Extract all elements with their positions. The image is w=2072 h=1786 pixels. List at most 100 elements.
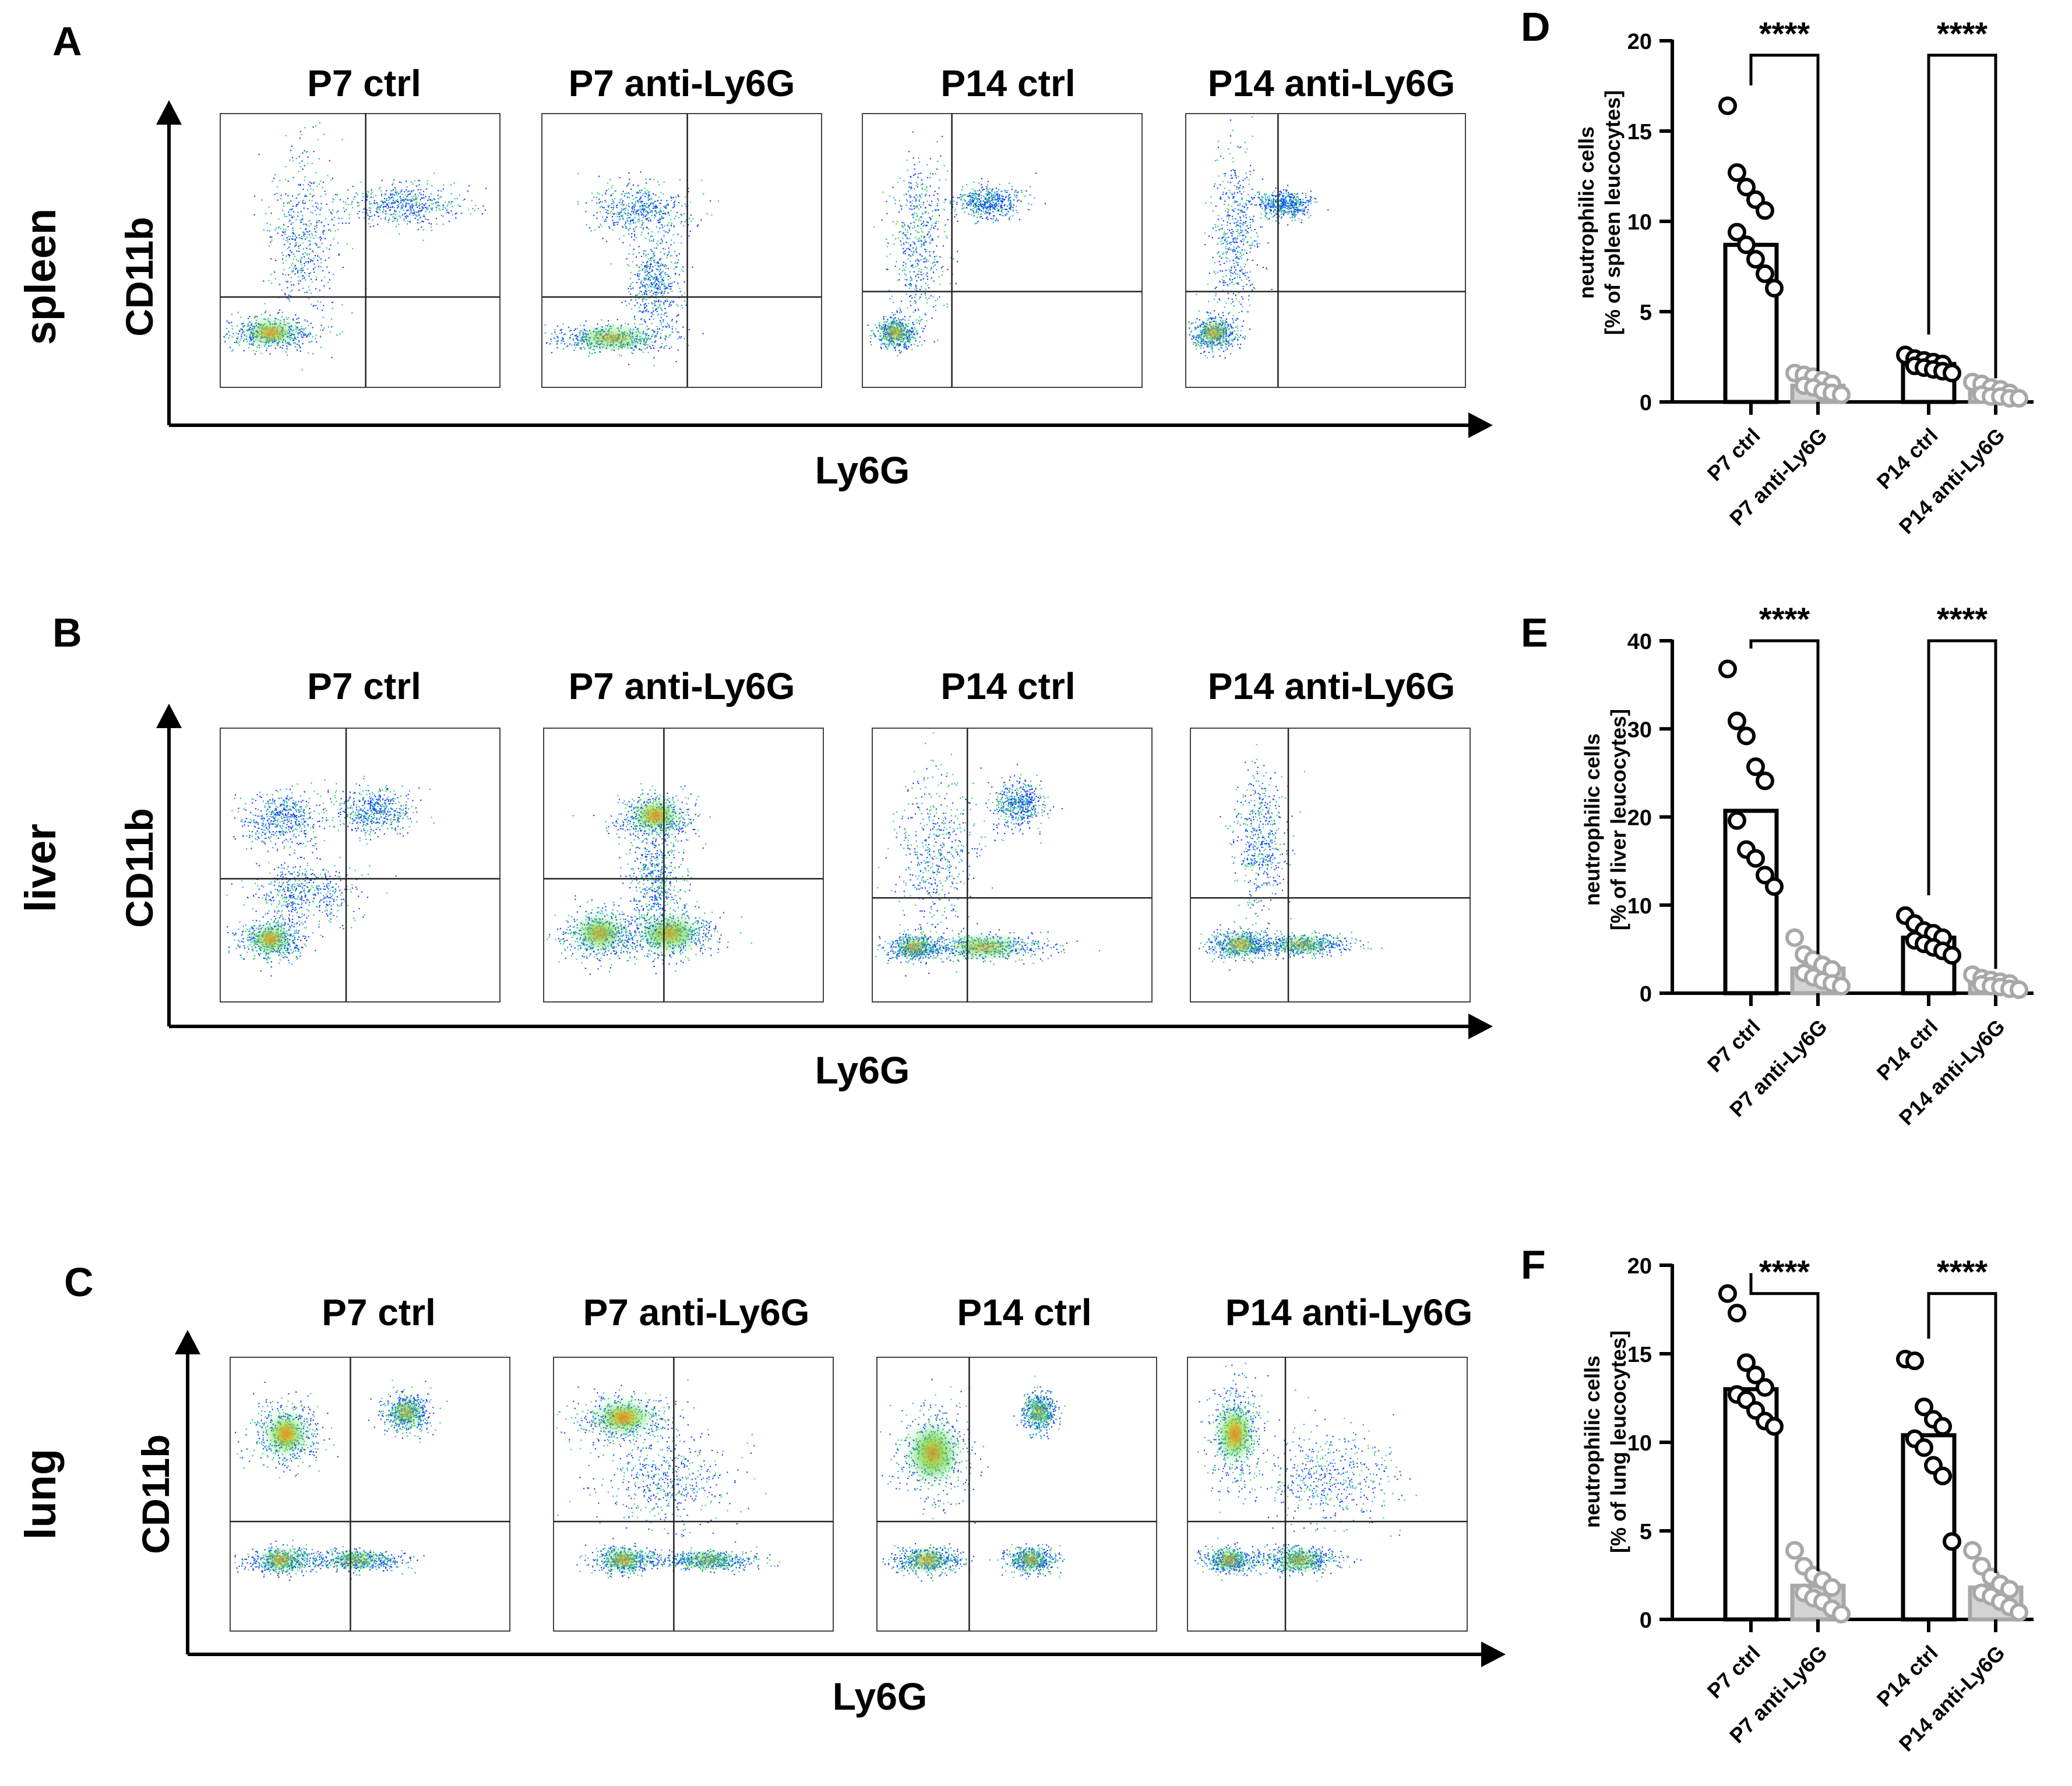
event-dot [933,228,935,229]
event-dot [241,324,242,325]
event-dot [675,263,676,264]
event-dot [298,322,299,323]
event-dot [427,209,428,210]
y-arrowhead-a [156,100,182,125]
event-dot [426,189,427,190]
event-dot [253,350,254,351]
event-dot [643,333,644,334]
event-dot [880,333,881,334]
event-dot [312,206,313,207]
event-dot [297,212,298,213]
event-dot [638,331,639,333]
event-dot [442,216,443,217]
event-dot [286,345,287,347]
event-dot [660,281,661,283]
event-dot [290,236,291,237]
event-dot [657,241,658,242]
event-dot [668,324,669,326]
event-dot [633,228,634,230]
event-dot [309,249,311,250]
event-dot [908,333,910,334]
event-dot [599,331,600,332]
event-dot [663,277,664,278]
event-dot [920,319,921,320]
event-dot [669,286,670,287]
event-dot [594,230,595,231]
event-dot [901,323,903,324]
event-dot [642,223,643,224]
event-dot [315,338,316,339]
event-dot [587,343,588,344]
event-dot [910,183,911,184]
event-dot [617,224,618,225]
event-dot [668,212,669,213]
event-dot [654,259,655,260]
event-dot [234,342,235,343]
event-dot [316,222,318,223]
event-dot [953,258,954,259]
event-dot [981,206,982,207]
flow-plot-1-2 [542,114,822,387]
event-dot [936,245,938,246]
event-dot [910,195,911,196]
event-dot [313,258,315,259]
event-dot [236,342,237,343]
event-dot [1000,208,1001,209]
event-dot [925,326,926,327]
event-dot [439,197,441,198]
event-dot [683,271,684,272]
event-dot [644,308,645,309]
event-dot [657,245,658,246]
event-dot [927,299,928,300]
event-dot [613,205,614,206]
event-dot [308,184,309,185]
event-dot [905,234,906,235]
event-dot [648,196,649,197]
event-dot [312,260,313,262]
event-dot [593,346,594,347]
event-dot [625,221,626,222]
event-dot [914,271,915,273]
event-dot [991,200,992,201]
event-dot [374,200,375,201]
event-dot [929,237,930,238]
event-dot [907,170,908,171]
event-dot [468,185,470,186]
event-dot [886,344,887,345]
event-dot [313,151,315,152]
event-dot [316,245,318,246]
event-dot [660,219,661,220]
event-dot [398,224,399,225]
event-dot [649,191,650,192]
event-dot [681,242,682,243]
event-dot [937,203,938,204]
event-dot [664,346,665,347]
event-dot [660,292,661,293]
event-dot [278,227,279,228]
event-dot [922,331,924,332]
event-dot [410,208,411,209]
event-dot [232,328,233,329]
event-dot [679,337,680,338]
event-dot [657,288,658,289]
event-dot [645,293,646,294]
event-dot [368,192,369,193]
event-dot [274,341,276,342]
event-dot [369,207,370,209]
event-dot [619,213,620,214]
event-dot [912,323,913,324]
event-dot [431,223,432,224]
event-dot [645,270,646,271]
event-dot [646,269,647,270]
event-dot [674,281,675,283]
event-dot [425,218,427,220]
x-axis-label-ly6g-a: Ly6G [815,449,910,492]
event-dot [889,290,890,291]
event-dot [579,333,580,334]
event-dot [905,341,907,343]
event-dot [703,193,704,195]
event-dot [986,188,987,189]
event-dot [629,172,630,174]
event-dot [288,344,289,345]
event-dot [665,272,666,273]
